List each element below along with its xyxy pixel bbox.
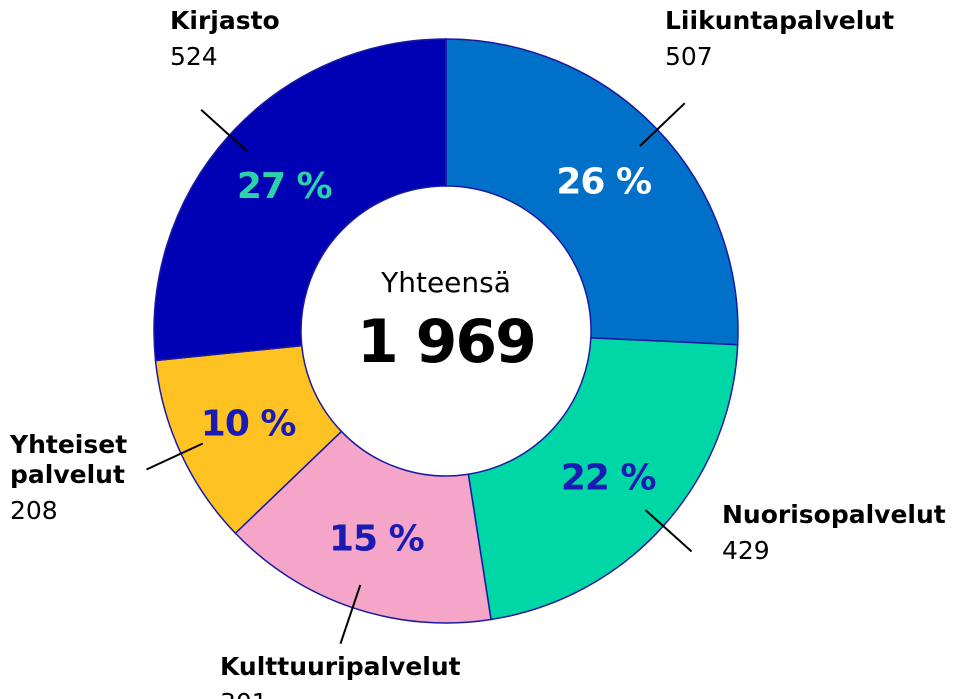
category-value: 507 <box>665 42 713 71</box>
category-name: Yhteiset palvelut <box>10 430 128 489</box>
leader-line <box>644 509 693 553</box>
category-label: Yhteiset palvelut 208 <box>10 430 160 526</box>
center-caption: Yhteensä <box>380 266 511 299</box>
donut-segment <box>234 430 492 624</box>
category-label: Kulttuuripalvelut 301 <box>220 652 520 699</box>
percent-label: 10 % <box>201 404 296 445</box>
percent-label: 27 % <box>237 166 332 207</box>
percent-label: 22 % <box>561 458 656 499</box>
leader-line <box>200 109 248 153</box>
category-value: 429 <box>722 536 770 565</box>
category-name: Liikuntapalvelut <box>665 6 895 35</box>
donut-segment <box>153 38 447 362</box>
category-value: 208 <box>10 496 58 525</box>
category-value: 301 <box>220 688 520 699</box>
leader-line <box>339 584 362 644</box>
percent-label: 15 % <box>329 519 424 560</box>
category-label: Liikuntapalvelut 507 <box>665 6 965 72</box>
donut-segment <box>467 337 739 621</box>
donut-segment <box>445 38 739 346</box>
category-name: Nuorisopalvelut <box>722 500 946 529</box>
percent-label: 26 % <box>556 162 651 203</box>
leader-line <box>639 102 686 147</box>
center-total: 1 969 <box>357 307 535 377</box>
leader-line <box>146 442 204 471</box>
category-name: Kirjasto <box>170 6 280 35</box>
category-name: Kulttuuripalvelut <box>220 652 461 681</box>
category-label: Nuorisopalvelut 429 <box>722 500 980 566</box>
category-label: Kirjasto 524 <box>170 6 370 72</box>
category-value: 524 <box>170 42 218 71</box>
